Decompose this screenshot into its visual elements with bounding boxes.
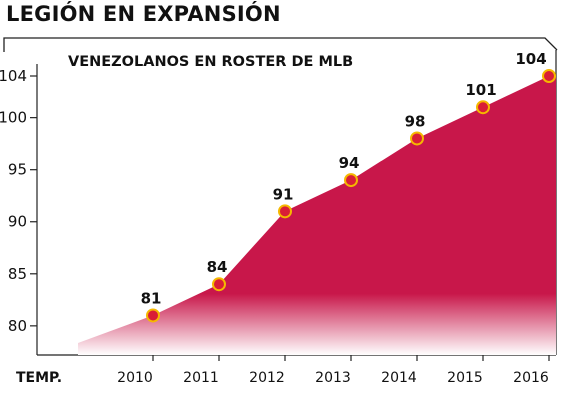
data-label: 94 bbox=[339, 154, 360, 172]
data-label: 84 bbox=[207, 258, 228, 276]
x-tick-label: 2011 bbox=[183, 370, 219, 386]
y-tick-label: 80 bbox=[8, 317, 27, 335]
y-tick-label: 85 bbox=[8, 265, 27, 283]
x-tick-label: 2015 bbox=[447, 370, 483, 386]
data-labels: 81 84 91 94 98 101 104 bbox=[141, 50, 547, 307]
data-point bbox=[542, 69, 556, 83]
data-label: 81 bbox=[141, 289, 162, 307]
frame-top-line bbox=[3, 37, 558, 52]
y-tick-label: 104 bbox=[0, 67, 27, 85]
data-label: 91 bbox=[273, 185, 294, 203]
data-label: 98 bbox=[405, 112, 426, 130]
data-label: 101 bbox=[465, 81, 496, 99]
x-tick-label: 2012 bbox=[249, 370, 285, 386]
x-tick-label: 2016 bbox=[513, 370, 549, 386]
x-axis: 2010 2011 2012 2013 2014 2015 2016 bbox=[117, 355, 550, 386]
data-point bbox=[410, 131, 424, 146]
y-tick-label: 100 bbox=[0, 109, 27, 127]
data-point bbox=[278, 204, 292, 219]
x-tick-label: 2013 bbox=[315, 370, 351, 386]
area-fill bbox=[78, 76, 556, 355]
x-tick-label: 2014 bbox=[381, 370, 417, 386]
page-title: LEGIÓN EN EXPANSIÓN bbox=[6, 2, 281, 26]
data-point bbox=[212, 277, 226, 292]
x-tick-label: 2010 bbox=[117, 370, 153, 386]
data-markers bbox=[146, 69, 556, 323]
data-point bbox=[146, 308, 160, 323]
y-axis: 80 85 90 95 100 104 bbox=[0, 67, 37, 335]
data-label: 104 bbox=[515, 50, 546, 68]
data-point bbox=[344, 173, 358, 188]
chart-subtitle: VENEZOLANOS EN ROSTER DE MLB bbox=[68, 54, 353, 70]
x-axis-label: TEMP. bbox=[16, 370, 62, 386]
data-point bbox=[476, 100, 490, 115]
y-tick-label: 95 bbox=[8, 161, 27, 179]
y-tick-label: 90 bbox=[8, 213, 27, 231]
